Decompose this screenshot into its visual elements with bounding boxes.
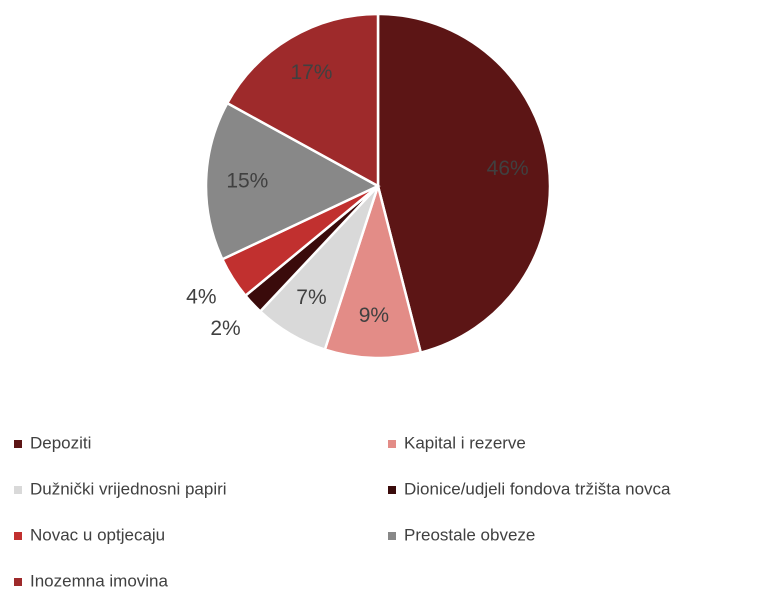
legend-label: Dužnički vrijednosni papiri <box>30 479 227 498</box>
data-label: 17% <box>290 61 332 84</box>
legend-marker <box>388 440 396 448</box>
pie-slice <box>204 101 381 261</box>
legend-label: Preostale obveze <box>404 525 535 544</box>
data-label: 2% <box>210 317 240 340</box>
legend-marker <box>388 486 396 494</box>
legend-marker <box>388 532 396 540</box>
data-label: 15% <box>226 169 268 192</box>
pie-slice <box>323 181 423 360</box>
legend-label: Novac u optjecaju <box>30 525 165 544</box>
legend-marker <box>14 532 22 540</box>
data-label: 9% <box>359 304 389 327</box>
data-label: 46% <box>487 157 529 180</box>
legend-label: Kapital i rezerve <box>404 433 526 452</box>
data-label: 7% <box>296 286 326 309</box>
legend-label: Dionice/udjeli fondova tržišta novca <box>404 479 671 498</box>
legend-label: Inozemna imovina <box>30 571 169 590</box>
pie-slice <box>376 12 552 355</box>
pie-slice <box>225 12 380 189</box>
data-label: 4% <box>186 286 216 309</box>
legend-marker <box>14 486 22 494</box>
legend-marker <box>14 578 22 586</box>
legend-marker <box>14 440 22 448</box>
legend-label: Depoziti <box>30 433 91 452</box>
